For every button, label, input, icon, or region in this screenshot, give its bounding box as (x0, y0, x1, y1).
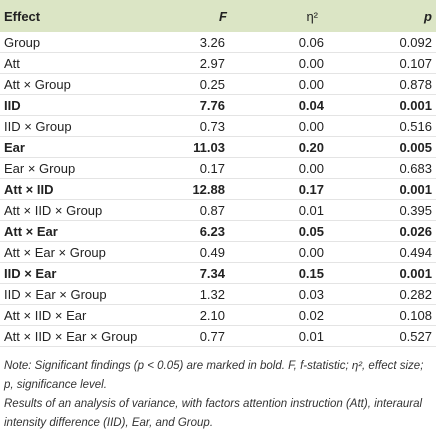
table-row: Group 3.26 0.06 0.092 (0, 32, 436, 53)
table-row: Att 2.97 0.00 0.107 (0, 52, 436, 74)
value-cell: 0.05 (257, 220, 372, 242)
value-cell: 0.395 (372, 199, 436, 221)
effect-cell: IID × Ear × Group (0, 283, 155, 305)
value-cell: 0.494 (372, 241, 436, 263)
value-cell: 11.03 (155, 136, 257, 158)
effect-cell: Ear (0, 136, 155, 158)
effect-cell: Att × IID × Group (0, 199, 155, 221)
effect-cell: Att × IID (0, 178, 155, 200)
value-cell: 0.00 (257, 52, 372, 74)
effect-cell: Att (0, 52, 155, 74)
table-row: Att × Group 0.25 0.00 0.878 (0, 73, 436, 95)
effect-cell: Att × Ear × Group (0, 241, 155, 263)
value-cell: 0.15 (257, 262, 372, 284)
value-cell: 0.01 (257, 325, 372, 347)
value-cell: 0.02 (257, 304, 372, 326)
table-row: IID 7.76 0.04 0.001 (0, 94, 436, 116)
value-cell: 2.10 (155, 304, 257, 326)
note: Note: Significant findings (p < 0.05) ar… (4, 360, 424, 391)
value-cell: 0.03 (257, 283, 372, 305)
column-header: p (372, 0, 436, 32)
value-cell: 0.683 (372, 157, 436, 179)
table-row: IID × Group 0.73 0.00 0.516 (0, 115, 436, 137)
table-row: Ear 11.03 0.20 0.005 (0, 136, 436, 158)
value-cell: 0.00 (257, 115, 372, 137)
value-cell: 12.88 (155, 178, 257, 200)
value-cell: 0.282 (372, 283, 436, 305)
value-cell: 0.878 (372, 73, 436, 95)
effect-cell: Group (0, 32, 155, 53)
column-header: η² (257, 0, 372, 32)
value-cell: 0.25 (155, 73, 257, 95)
value-cell: 0.17 (257, 178, 372, 200)
effect-cell: IID × Ear (0, 262, 155, 284)
value-cell: 0.17 (155, 157, 257, 179)
value-cell: 0.01 (257, 199, 372, 221)
value-cell: 0.77 (155, 325, 257, 347)
value-cell: 0.107 (372, 52, 436, 74)
table-row: Att × Ear 6.23 0.05 0.026 (0, 220, 436, 242)
value-cell: 6.23 (155, 220, 257, 242)
value-cell: 0.00 (257, 73, 372, 95)
table-row: Ear × Group 0.17 0.00 0.683 (0, 157, 436, 179)
value-cell: 0.001 (372, 178, 436, 200)
effect-cell: Att × IID × Ear × Group (0, 325, 155, 347)
table-row: Att × IID × Ear 2.10 0.02 0.108 (0, 304, 436, 326)
column-header: F (155, 0, 257, 32)
column-header: Effect (0, 0, 155, 32)
table-body: Group 3.26 0.06 0.092 Att 2.97 0.00 0.107 Att × … (0, 32, 436, 347)
value-cell: 0.00 (257, 241, 372, 263)
value-cell: 7.34 (155, 262, 257, 284)
table-row: Att × IID × Group 0.87 0.01 0.395 (0, 199, 436, 221)
value-cell: 0.527 (372, 325, 436, 347)
table-row: Att × Ear × Group 0.49 0.00 0.494 (0, 241, 436, 263)
value-cell: 0.001 (372, 262, 436, 284)
value-cell: 0.092 (372, 32, 436, 53)
notes: Note: Significant findings (p < 0.05) ar… (0, 347, 436, 433)
effect-cell: Ear × Group (0, 157, 155, 179)
value-cell: 0.73 (155, 115, 257, 137)
value-cell: 0.001 (372, 94, 436, 116)
value-cell: 0.49 (155, 241, 257, 263)
effect-cell: IID (0, 94, 155, 116)
value-cell: 0.026 (372, 220, 436, 242)
effect-cell: Att × IID × Ear (0, 304, 155, 326)
table-row: Att × IID × Ear × Group 0.77 0.01 0.527 (0, 325, 436, 347)
value-cell: 0.108 (372, 304, 436, 326)
value-cell: 0.20 (257, 136, 372, 158)
effect-cell: IID × Group (0, 115, 155, 137)
value-cell: 7.76 (155, 94, 257, 116)
table-row: Att × IID 12.88 0.17 0.001 (0, 178, 436, 200)
value-cell: 1.32 (155, 283, 257, 305)
effect-cell: Att × Group (0, 73, 155, 95)
table-row: IID × Ear 7.34 0.15 0.001 (0, 262, 436, 284)
table-row: IID × Ear × Group 1.32 0.03 0.282 (0, 283, 436, 305)
value-cell: 0.005 (372, 136, 436, 158)
value-cell: 0.04 (257, 94, 372, 116)
value-cell: 0.516 (372, 115, 436, 137)
value-cell: 0.87 (155, 199, 257, 221)
effect-cell: Att × Ear (0, 220, 155, 242)
value-cell: 2.97 (155, 52, 257, 74)
note: Results of an analysis of variance, with… (4, 398, 423, 429)
value-cell: 3.26 (155, 32, 257, 53)
value-cell: 0.06 (257, 32, 372, 53)
value-cell: 0.00 (257, 157, 372, 179)
